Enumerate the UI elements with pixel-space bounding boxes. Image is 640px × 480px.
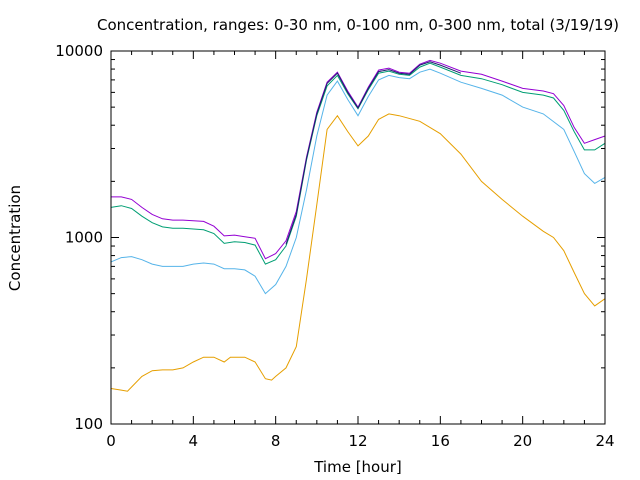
x-tick-label: 16 bbox=[431, 432, 450, 450]
y-tick-label: 100 bbox=[74, 415, 103, 433]
x-tick-label: 12 bbox=[348, 432, 367, 450]
y-tick-label: 10000 bbox=[55, 42, 103, 60]
y-axis-label: Concentration bbox=[6, 185, 24, 291]
series-line-4 bbox=[111, 59, 606, 260]
series-line-3 bbox=[110, 62, 606, 265]
series-layer bbox=[110, 59, 606, 392]
x-tick-label: 20 bbox=[513, 432, 532, 450]
series-line-5 bbox=[285, 61, 462, 245]
x-axis-label: Time [hour] bbox=[313, 458, 402, 476]
x-tick-label: 4 bbox=[189, 432, 199, 450]
series-line-1 bbox=[110, 113, 606, 392]
x-tick-label: 0 bbox=[106, 432, 116, 450]
series-line-2 bbox=[110, 68, 606, 295]
y-tick-label: 1000 bbox=[65, 229, 103, 247]
plot-frame bbox=[110, 50, 606, 425]
chart-title: Concentration, ranges: 0-30 nm, 0-100 nm… bbox=[97, 16, 619, 34]
x-tick-label: 8 bbox=[271, 432, 281, 450]
x-tick-label: 24 bbox=[595, 432, 614, 450]
axis-ticks: 0 4 8 12 16 20 24 100 1000 10000 bbox=[55, 42, 614, 450]
